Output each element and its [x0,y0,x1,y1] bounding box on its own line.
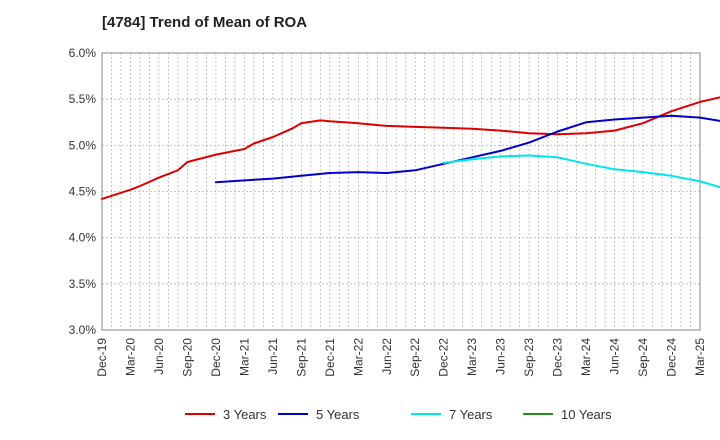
y-tick-label: 3.0% [69,323,97,337]
series-line-7-years [442,154,720,189]
y-tick-label: 5.5% [69,92,97,106]
plot-area-frame [101,52,701,331]
x-tick-label: Dec-20 [209,338,223,377]
x-tick-label: Dec-23 [551,338,565,377]
legend-label: 7 Years [449,407,493,422]
series-line-3-years [101,96,720,200]
x-tick-label: Mar-21 [237,338,251,376]
x-tick-label: Sep-21 [294,338,308,377]
x-tick-label: Mar-20 [123,338,137,376]
series-layer [101,96,720,200]
y-tick-label: 5.0% [69,138,97,152]
x-tick-label: Dec-24 [665,338,679,377]
x-tick-label: Dec-22 [437,338,451,377]
x-tick-label: Dec-21 [323,338,337,377]
y-tick-label: 4.0% [69,231,97,245]
x-tick-label: Jun-21 [266,338,280,375]
y-tick-label: 3.5% [69,277,97,291]
x-tick-label: Mar-22 [351,338,365,376]
x-axis-tick-labels: Dec-19 Mar-20 Jun-20 Sep-20 Dec-20 Mar-21 Jun-… [95,338,707,377]
x-tick-label: Sep-22 [408,338,422,377]
x-tick-label: Mar-24 [579,338,593,376]
x-tick-label: Dec-19 [95,338,109,377]
legend: 3 Years 5 Years 7 Years 10 Years [185,407,612,422]
y-tick-label: 4.5% [69,185,97,199]
y-axis-tick-labels: 6.0% 5.5% 5.0% 4.5% 4.0% 3.5% 3.0% [69,46,97,337]
legend-label: 3 Years [223,407,267,422]
x-tick-label: Sep-20 [180,338,194,377]
x-tick-label: Sep-24 [636,338,650,377]
x-tick-label: Jun-24 [608,338,622,375]
chart-title: [4784] Trend of Mean of ROA [102,14,308,31]
grid-layer [101,52,701,331]
x-tick-label: Sep-23 [522,338,536,377]
x-tick-label: Jun-23 [494,338,508,375]
series-line-5-years [214,114,720,184]
legend-label: 5 Years [316,407,360,422]
legend-label: 10 Years [561,407,612,422]
y-tick-label: 6.0% [69,46,97,60]
x-tick-label: Mar-23 [465,338,479,376]
x-tick-label: Jun-22 [380,338,394,375]
x-tick-label: Mar-25 [693,338,707,376]
x-tick-label: Jun-20 [152,338,166,375]
